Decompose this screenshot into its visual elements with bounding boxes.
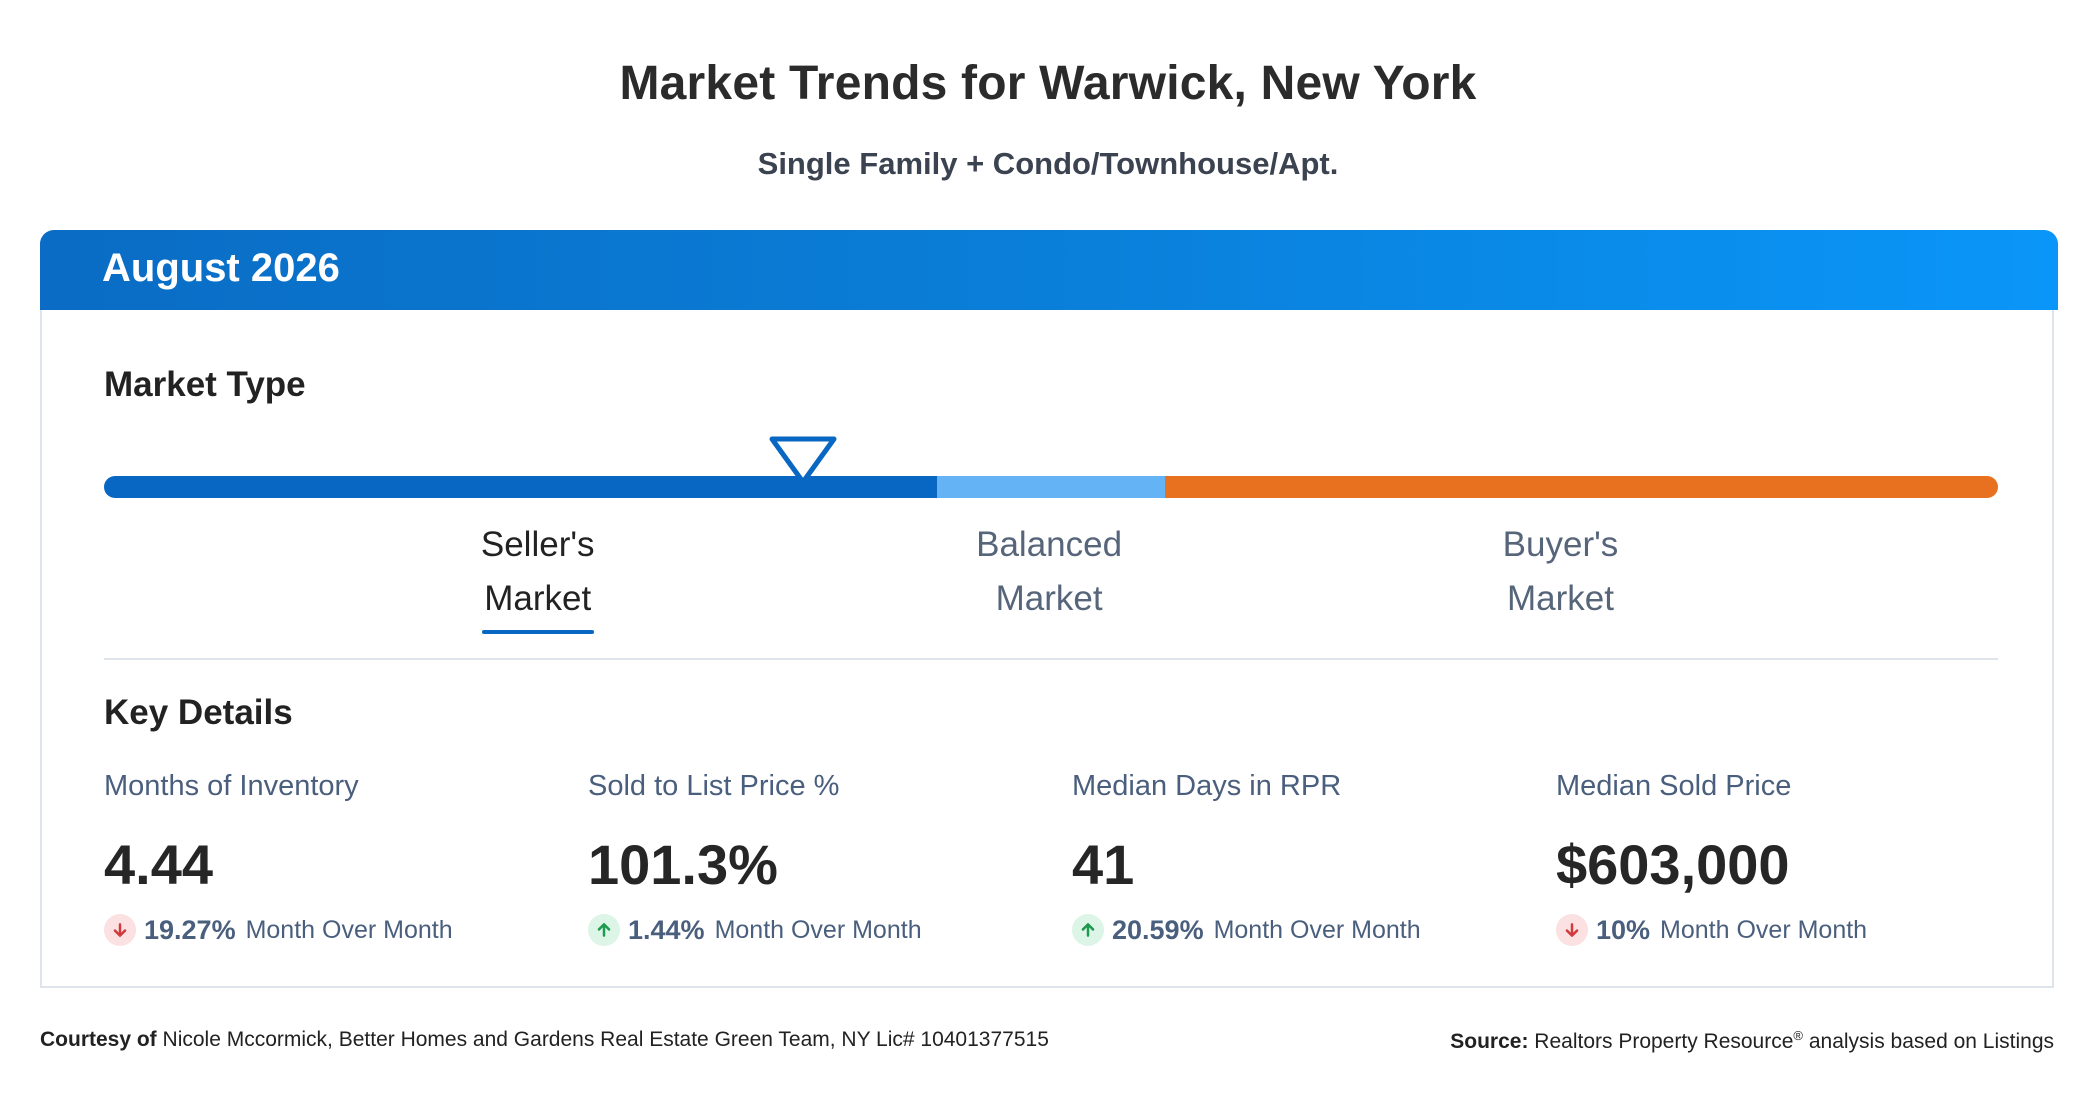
market-card: August 2026 Market Type Seller's Market … (40, 230, 2058, 988)
section-divider (104, 658, 1998, 660)
arrow-up-icon (588, 914, 620, 946)
footer-source: Source: Realtors Property Resource® anal… (1450, 1028, 2054, 1054)
footer-courtesy: Courtesy of Nicole Mccormick, Better Hom… (40, 1028, 1049, 1052)
scale-segment-balanced (937, 476, 1165, 498)
metric-median-days-in-rpr: Median Days in RPR 41 20.59% Month Over … (1072, 770, 1552, 948)
change-text: Month Over Month (1213, 915, 1421, 944)
scale-label-line1: Seller's (480, 525, 595, 564)
scale-label-buyer: Buyer's Market (1410, 518, 1710, 626)
scale-label-line1: Balanced (976, 525, 1123, 564)
metric-value: 4.44 (104, 833, 213, 896)
scale-segment-seller (104, 476, 938, 498)
page-title: Market Trends for Warwick, New York (619, 57, 1477, 110)
arrow-up-icon (1072, 914, 1104, 946)
change-percent: 1.44% (628, 914, 705, 945)
metric-label: Median Days in RPR (1072, 770, 1342, 802)
metric-median-sold-price: Median Sold Price $603,000 10% Month Ove… (1556, 770, 2036, 948)
scale-segment-buyer (1164, 476, 1998, 498)
scale-label-line2: Market (1507, 579, 1614, 618)
metric-change: 1.44% Month Over Month (588, 912, 1068, 948)
scale-label-seller: Seller's Market (388, 518, 688, 634)
scale-label-balanced: Balanced Market (899, 518, 1199, 626)
scale-label-line2: Market (995, 579, 1103, 618)
metric-label: Median Sold Price (1556, 770, 1792, 802)
market-indicator-icon (769, 436, 837, 485)
courtesy-text: Nicole Mccormick, Better Homes and Garde… (162, 1028, 1049, 1051)
metric-value: 41 (1072, 833, 1135, 896)
source-text: Realtors Property Resource (1534, 1030, 1794, 1053)
page-subtitle: Single Family + Condo/Townhouse/Apt. (757, 146, 1339, 181)
market-type-title: Market Type (104, 365, 306, 404)
change-percent: 10% (1596, 914, 1651, 945)
active-underline (481, 630, 594, 634)
metric-value: $603,000 (1556, 833, 1790, 896)
scale-label-line2: Market (484, 579, 592, 618)
change-percent: 20.59% (1112, 914, 1204, 945)
metric-change: 20.59% Month Over Month (1072, 912, 1552, 948)
metric-label: Months of Inventory (104, 770, 359, 802)
arrow-down-icon (104, 914, 136, 946)
market-type-scale (104, 476, 1998, 498)
metric-label: Sold to List Price % (588, 770, 840, 802)
metric-months-of-inventory: Months of Inventory 4.44 19.27% Month Ov… (104, 770, 584, 948)
metric-value: 101.3% (588, 833, 778, 896)
source-label: Source: (1450, 1030, 1529, 1053)
change-text: Month Over Month (1660, 915, 1868, 944)
metric-change: 19.27% Month Over Month (104, 912, 584, 948)
metric-change: 10% Month Over Month (1556, 912, 2036, 948)
card-header: August 2026 (40, 230, 2058, 310)
registered-mark: ® (1793, 1028, 1803, 1043)
arrow-down-icon (1556, 914, 1588, 946)
period-title: August 2026 (102, 246, 340, 290)
change-text: Month Over Month (245, 915, 453, 944)
key-details-title: Key Details (104, 693, 293, 732)
change-percent: 19.27% (144, 914, 236, 945)
scale-label-line1: Buyer's (1502, 525, 1619, 564)
courtesy-label: Courtesy of (40, 1028, 157, 1051)
source-text-2: analysis based on Listings (1808, 1030, 2054, 1053)
change-text: Month Over Month (714, 915, 922, 944)
metric-sold-to-list-price: Sold to List Price % 101.3% 1.44% Month … (588, 770, 1068, 948)
